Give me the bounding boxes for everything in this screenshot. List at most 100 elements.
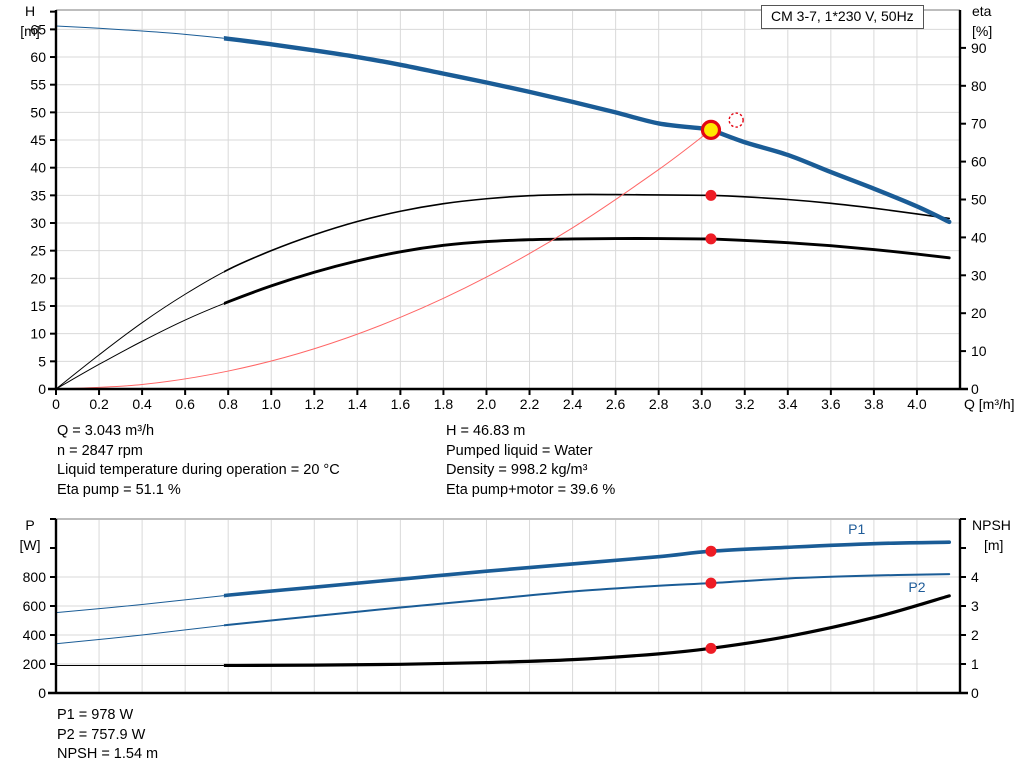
pump-model-label: CM 3-7, 1*230 V, 50Hz — [771, 8, 914, 24]
operating-info-column-2: H = 46.83 m Pumped liquid = Water Density … — [446, 422, 615, 500]
left-axis-title: P — [25, 517, 34, 533]
y-tick-label: 25 — [30, 243, 46, 259]
power-npsh-chart: P1 P2 0 200 400 600 800 0 1 2 3 4 P [W] NPSH [m] — [0, 512, 1024, 702]
curve-npsh — [223, 594, 951, 668]
y-tick-label: 55 — [30, 77, 46, 93]
y-tick-label: 65 — [30, 21, 46, 37]
x-tick-label: 2.2 — [520, 396, 540, 412]
y-tick-label: 40 — [30, 160, 46, 176]
x-tick-label: 0.2 — [89, 396, 109, 412]
x-tick-label: 2.6 — [606, 396, 626, 412]
curve-system — [55, 129, 712, 390]
y-tick-label: 20 — [30, 270, 46, 286]
duty-marker-dot — [705, 189, 717, 201]
liquid-info-line-2: Pumped liquid = Water — [446, 442, 593, 459]
y2-tick-label: 10 — [971, 343, 987, 359]
y-tick-label: 45 — [30, 132, 46, 148]
y2-tick-label: 0 — [971, 381, 979, 397]
y-tick-label: 400 — [23, 627, 47, 643]
operating-info-column-1: Q = 3.043 m³/h n = 2847 rpm Liquid tempera… — [57, 422, 340, 500]
y2-tick-label: 50 — [971, 192, 987, 208]
curve-npsh-thin — [55, 664, 224, 666]
operating-info-line-3: Liquid temperature during operation = 20… — [57, 462, 340, 478]
power-info-line-2: P2 = 757.9 W — [57, 726, 146, 743]
y-tick-label: 30 — [30, 215, 46, 231]
y-tick-label: 0 — [38, 685, 46, 701]
curve-eta-pump — [223, 193, 951, 273]
right-axis-unit: [m] — [984, 537, 1003, 553]
y-tick-label: 35 — [30, 187, 46, 203]
x-tick-label: 3.2 — [735, 396, 755, 412]
curve-h-head-curve — [223, 36, 952, 225]
y2-tick-label: 2 — [971, 627, 979, 643]
right-axis-title: eta — [972, 3, 992, 19]
x-tick-label: 0.8 — [218, 396, 238, 412]
x-tick-label: 2.8 — [649, 396, 669, 412]
y2-tick-label: 70 — [971, 116, 987, 132]
operating-info-line-4: Eta pump = 51.1 % — [57, 481, 181, 498]
duty-marker-dot — [705, 545, 717, 557]
top-chart-svg: 0 5 10 15 20 25 30 35 40 45 50 55 60 65 0 10 20 30 40 50 60 7… — [20, 3, 1015, 412]
x-tick-label: 2.4 — [563, 396, 583, 412]
right-axis-unit: [%] — [972, 23, 992, 39]
curve-p1-thin — [55, 595, 224, 614]
x-tick-label: 0 — [52, 396, 60, 412]
left-axis-title: H — [25, 3, 35, 19]
x-tick-label: 1.2 — [305, 396, 325, 412]
y-tick-label: 5 — [38, 353, 46, 369]
curve-eta-pump-motor — [223, 237, 951, 306]
y-tick-label: 15 — [30, 298, 46, 314]
y-tick-label: 60 — [30, 49, 46, 65]
curve-p1 — [223, 540, 952, 598]
operating-info-line-1: Q = 3.043 m³/h — [57, 423, 155, 439]
curve-h-head-curve-thin — [55, 25, 224, 39]
right-axis-title: NPSH — [972, 517, 1011, 533]
x-tick-label: 0.4 — [132, 396, 152, 412]
power-info-line-3: NPSH = 1.54 m — [57, 746, 159, 762]
x-tick-label: 3.8 — [864, 396, 884, 412]
y-tick-label: 0 — [38, 381, 46, 397]
liquid-info-line-1: H = 46.83 m — [446, 423, 526, 439]
x-tick-label: 1.6 — [391, 396, 411, 412]
duty-marker-dot — [705, 577, 717, 589]
y2-tick-label: 4 — [971, 569, 979, 585]
x-tick-label: 3.4 — [778, 396, 798, 412]
curve-p2-thin — [55, 624, 224, 645]
y-tick-label: 800 — [23, 569, 47, 585]
curve-p2 — [223, 573, 951, 627]
power-info-line-1: P1 = 978 W — [57, 707, 134, 723]
y-tick-label: 10 — [30, 326, 46, 342]
x-tick-label: 4.0 — [907, 396, 927, 412]
pump-model-title-box: CM 3-7, 1*230 V, 50Hz — [761, 5, 924, 29]
y2-tick-label: 40 — [971, 229, 987, 245]
x-tick-label: 1.4 — [348, 396, 368, 412]
curve-eta-pump-motor-thin — [55, 303, 224, 390]
duty-point[interactable] — [700, 119, 722, 140]
x-tick-label: 3.0 — [692, 396, 712, 412]
y2-tick-label: 30 — [971, 267, 987, 283]
y-tick-label: 600 — [23, 598, 47, 614]
curve-eta-pump-thin — [55, 271, 224, 390]
bottom-chart-svg: P1 P2 0 200 400 600 800 0 1 2 3 4 P [W] NPSH [m] — [20, 517, 1011, 701]
y2-tick-label: 20 — [971, 305, 987, 321]
x-tick-label: 0.6 — [175, 396, 195, 412]
y2-tick-label: 60 — [971, 154, 987, 170]
x-tick-label: 1.0 — [262, 396, 282, 412]
y2-tick-label: 80 — [971, 78, 987, 94]
ghost-duty-point — [728, 112, 744, 128]
y2-tick-label: 90 — [971, 40, 987, 56]
head-efficiency-chart: 0 5 10 15 20 25 30 35 40 45 50 55 60 65 0 10 20 30 40 50 60 7… — [20, 3, 1015, 412]
y2-tick-label: 1 — [971, 656, 979, 672]
operating-info-line-2: n = 2847 rpm — [57, 442, 143, 459]
x-axis-title: Q [m³/h] — [964, 396, 1015, 412]
x-tick-label: 1.8 — [434, 396, 454, 412]
x-tick-label: 2.0 — [477, 396, 497, 412]
y-tick-label: 50 — [30, 104, 46, 120]
p1-curve-label: P1 — [848, 521, 865, 537]
p2-curve-label: P2 — [908, 579, 925, 595]
x-tick-label: 3.6 — [821, 396, 841, 412]
duty-marker-dot — [705, 642, 717, 654]
y2-tick-label: 0 — [971, 685, 979, 701]
left-axis-unit: [m] — [20, 23, 39, 39]
duty-marker-dot — [705, 233, 717, 245]
